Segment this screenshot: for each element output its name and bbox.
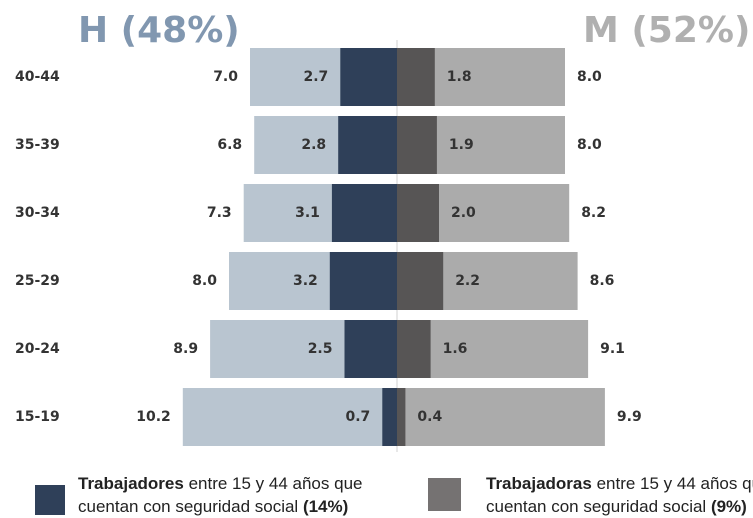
insured-label: 3.2 bbox=[293, 273, 318, 289]
insured-label: 2.5 bbox=[308, 341, 333, 357]
insured-bar bbox=[397, 388, 406, 446]
left-legend-swatch bbox=[35, 485, 65, 515]
total-bar bbox=[397, 388, 605, 446]
total-label: 8.6 bbox=[590, 273, 615, 289]
total-label: 8.9 bbox=[173, 341, 198, 357]
insured-label: 3.1 bbox=[295, 205, 320, 221]
total-label: 8.0 bbox=[577, 137, 602, 153]
legend-bold: Trabajadores bbox=[78, 474, 184, 493]
row-label: 15-19 bbox=[15, 409, 60, 425]
insured-bar bbox=[340, 48, 397, 106]
insured-label: 1.8 bbox=[447, 69, 472, 85]
insured-bar bbox=[397, 184, 439, 242]
insured-bar bbox=[338, 116, 397, 174]
right-legend: Trabajadoras entre 15 y 44 años que cuen… bbox=[486, 472, 753, 518]
insured-bar bbox=[397, 48, 435, 106]
legend-text: entre 15 y 44 años que cuentan con segur… bbox=[78, 474, 363, 516]
total-bar bbox=[182, 388, 397, 446]
insured-label: 2.7 bbox=[303, 69, 328, 85]
right-title: M (52%) bbox=[583, 10, 750, 51]
left-title: H (48%) bbox=[78, 10, 240, 51]
row-label: 30-34 bbox=[15, 205, 60, 221]
insured-bar bbox=[329, 252, 397, 310]
total-label: 8.0 bbox=[577, 69, 602, 85]
legend-text: entre 15 y 44 años que cuentan con segur… bbox=[486, 474, 753, 516]
insured-bar bbox=[382, 388, 397, 446]
total-label: 10.2 bbox=[136, 409, 171, 425]
insured-bar bbox=[397, 320, 431, 378]
insured-bar bbox=[331, 184, 397, 242]
total-label: 9.9 bbox=[617, 409, 642, 425]
legend-share: (9%) bbox=[710, 497, 747, 516]
insured-label: 2.0 bbox=[451, 205, 476, 221]
insured-label: 2.2 bbox=[455, 273, 480, 289]
legend-bold: Trabajadoras bbox=[486, 474, 592, 493]
left-legend: Trabajadores entre 15 y 44 años que cuen… bbox=[78, 472, 408, 518]
insured-bar bbox=[397, 252, 444, 310]
insured-label: 2.8 bbox=[301, 137, 326, 153]
insured-bar bbox=[397, 116, 437, 174]
insured-label: 0.4 bbox=[417, 409, 442, 425]
total-label: 9.1 bbox=[600, 341, 625, 357]
insured-label: 1.9 bbox=[449, 137, 474, 153]
row-label: 35-39 bbox=[15, 137, 60, 153]
total-label: 6.8 bbox=[217, 137, 242, 153]
total-label: 8.0 bbox=[192, 273, 217, 289]
right-legend-swatch bbox=[428, 478, 461, 511]
insured-label: 1.6 bbox=[443, 341, 468, 357]
total-label: 8.2 bbox=[581, 205, 606, 221]
row-label: 20-24 bbox=[15, 341, 60, 357]
legend-share: (14%) bbox=[302, 497, 349, 516]
row-label: 25-29 bbox=[15, 273, 60, 289]
total-label: 7.3 bbox=[207, 205, 232, 221]
row-label: 40-44 bbox=[15, 69, 60, 85]
insured-bar bbox=[344, 320, 397, 378]
insured-label: 0.7 bbox=[345, 409, 370, 425]
total-label: 7.0 bbox=[213, 69, 238, 85]
